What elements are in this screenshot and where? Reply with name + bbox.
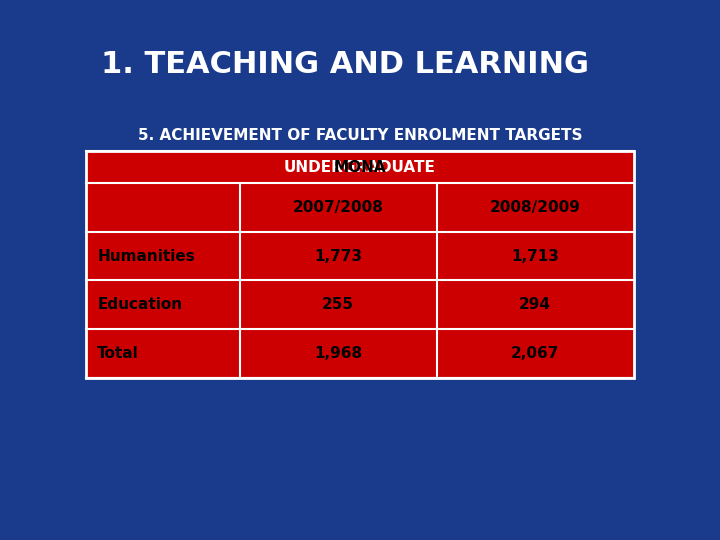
Text: 1,713: 1,713 <box>511 248 559 264</box>
Text: Education: Education <box>97 298 182 312</box>
Text: 2008/2009: 2008/2009 <box>490 200 580 215</box>
Text: 2,067: 2,067 <box>511 346 559 361</box>
Text: Total: Total <box>97 346 139 361</box>
Text: 1,968: 1,968 <box>314 346 362 361</box>
Text: Humanities: Humanities <box>97 248 195 264</box>
Text: UNDERGRADUATE: UNDERGRADUATE <box>284 160 436 175</box>
Text: 5. ACHIEVEMENT OF FACULTY ENROLMENT TARGETS: 5. ACHIEVEMENT OF FACULTY ENROLMENT TARG… <box>138 127 582 143</box>
Text: 1. TEACHING AND LEARNING: 1. TEACHING AND LEARNING <box>101 50 589 79</box>
Text: MONA: MONA <box>333 160 387 174</box>
Text: 255: 255 <box>322 298 354 312</box>
Text: 294: 294 <box>519 298 551 312</box>
Text: 1,773: 1,773 <box>314 248 362 264</box>
Text: 2007/2008: 2007/2008 <box>292 200 384 215</box>
